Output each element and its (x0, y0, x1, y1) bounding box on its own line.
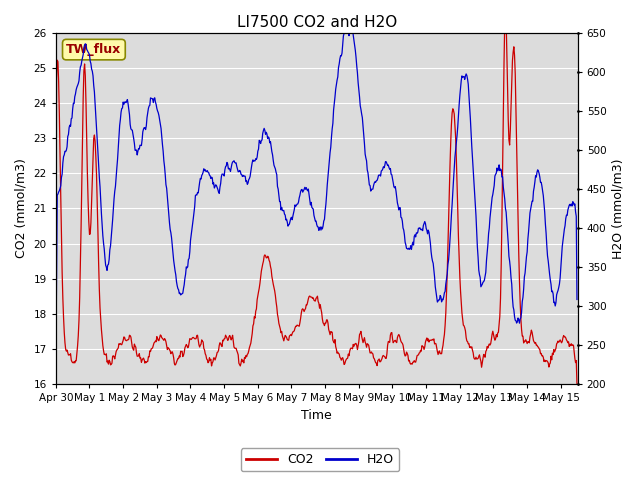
Legend: CO2, H2O: CO2, H2O (241, 448, 399, 471)
Y-axis label: H2O (mmol/m3): H2O (mmol/m3) (612, 158, 625, 259)
Text: TW_flux: TW_flux (67, 43, 122, 56)
X-axis label: Time: Time (301, 409, 332, 422)
Title: LI7500 CO2 and H2O: LI7500 CO2 and H2O (237, 15, 397, 30)
Y-axis label: CO2 (mmol/m3): CO2 (mmol/m3) (15, 158, 28, 258)
